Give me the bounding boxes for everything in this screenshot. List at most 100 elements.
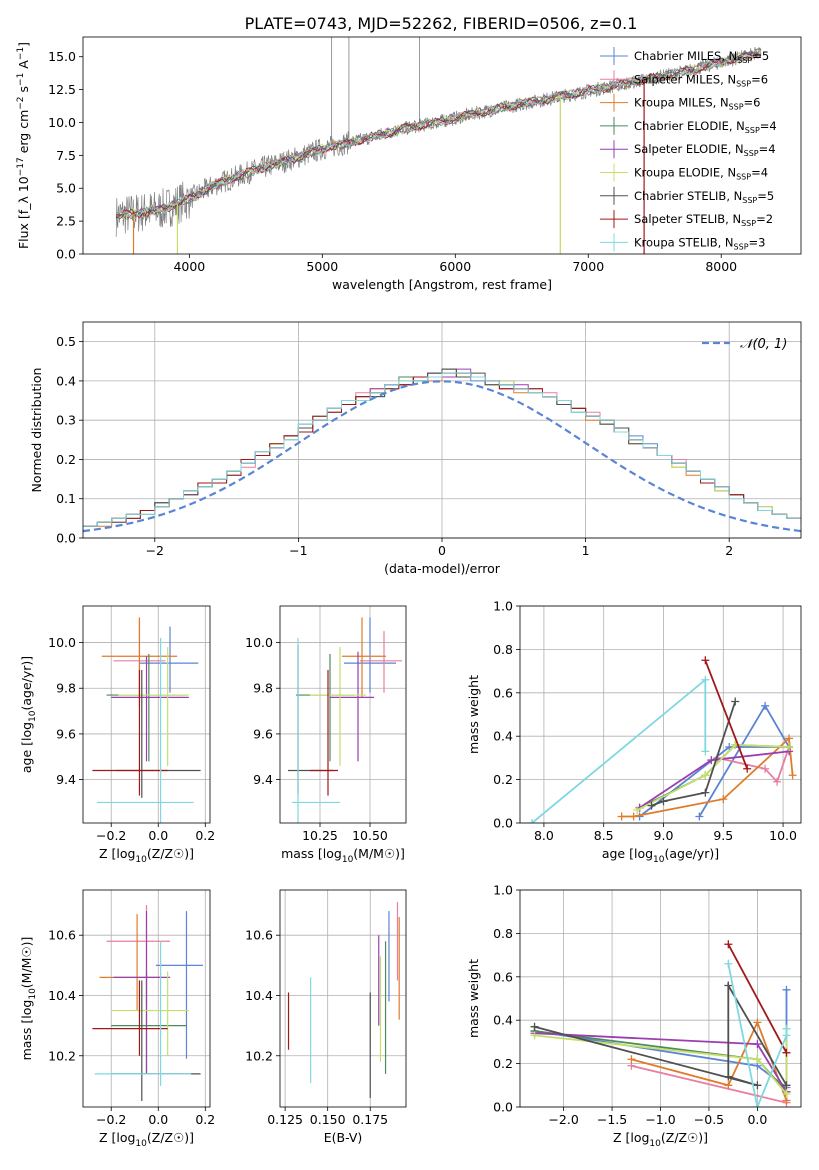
y-tick-label: 0.0 xyxy=(56,531,76,546)
y-tick-label: 0.2 xyxy=(493,1056,513,1071)
x-tick-label: −2 xyxy=(146,543,164,558)
x-tick-label: 7000 xyxy=(572,259,604,274)
error-bar-point xyxy=(360,631,402,693)
mass-weight-line xyxy=(717,746,790,784)
x-tick-label: −0.2 xyxy=(96,1112,126,1127)
y-tick-label: 1.0 xyxy=(493,883,513,898)
y-tick-label: 7.5 xyxy=(56,148,76,163)
age-vs-mass-panel: 10.25 10.50 9.4 9.6 9.8 10.0 mass [log10​(M/M☉… xyxy=(245,605,407,865)
y-tick-label: 0.4 xyxy=(493,1013,513,1028)
mass-weight-line xyxy=(639,704,791,818)
x-axis-label: E(B-V) xyxy=(324,1130,363,1145)
mass-weight-marker xyxy=(724,981,733,990)
mass-weight-marker xyxy=(701,788,710,797)
y-tick-label: 9.8 xyxy=(56,681,76,696)
residuals-panel: −2 −1 0 1 2 0.0 0.1 0.2 0.3 0.4 0.5 (data-model)/er… xyxy=(29,321,802,576)
x-tick-label: 0 xyxy=(438,543,446,558)
x-tick-label: −1 xyxy=(289,543,307,558)
mass-vs-ebv-panel: 0.125 0.150 0.175 10.2 10.4 10.6 E(B-V) xyxy=(245,889,407,1145)
x-axis-label: Z [log10​(Z/Z☉)] xyxy=(613,1130,708,1149)
mass-weight-marker xyxy=(724,1081,733,1090)
mass-weight-marker xyxy=(724,959,733,968)
y-tick-label: 0.6 xyxy=(493,969,513,984)
y-tick-label: 9.6 xyxy=(56,726,76,741)
mass-weight-marker xyxy=(753,1081,762,1090)
age-vs-metallicity-panel: −0.2 0.0 0.2 9.4 9.6 9.8 10.0 Z [log10​(Z/Z☉)] a… xyxy=(19,605,215,865)
mass-weight-marker xyxy=(753,1103,762,1107)
y-tick-label: 0.1 xyxy=(56,491,76,506)
x-tick-label: 0.175 xyxy=(352,1112,388,1127)
y-tick-label: 10.0 xyxy=(245,635,273,650)
y-tick-label: 9.6 xyxy=(253,726,273,741)
x-axis-label: wavelength [Angstrom, rest frame] xyxy=(332,277,552,292)
mass-weight-marker xyxy=(530,1031,539,1040)
y-tick-label: 10.6 xyxy=(48,928,76,943)
residuals-legend: 𝒩(0, 1) xyxy=(702,337,787,352)
mass-weight-marker xyxy=(530,1022,539,1031)
histogram-series xyxy=(83,372,801,531)
mass-weight-marker xyxy=(761,764,770,773)
axes-frame xyxy=(279,889,407,1108)
mass-vs-metallicity-panel: −0.2 0.0 0.2 10.2 10.4 10.6 Z [log10​(Z/Z☉)] ma… xyxy=(19,889,215,1149)
histogram-series xyxy=(83,372,801,531)
x-tick-label: 0.125 xyxy=(267,1112,303,1127)
x-axis-label: age [log10​(age/yr)] xyxy=(602,846,719,865)
legend-label: Kroupa STELIB, NSSP=3 xyxy=(634,235,765,251)
error-bar-point xyxy=(330,651,374,762)
x-tick-label: 6000 xyxy=(439,259,471,274)
mass-weight-marker xyxy=(719,795,728,804)
mass-weight-marker xyxy=(753,1040,762,1049)
error-bar-point xyxy=(155,911,203,1059)
y-tick-label: 0.3 xyxy=(56,413,76,428)
x-tick-label: 8.5 xyxy=(594,828,614,843)
mass-weight-vs-age-panel: 8.0 8.5 9.0 9.5 10.0 0.0 0.2 0.4 0.6 0.8 1.0 age [l… xyxy=(466,599,802,865)
y-tick-label: 1.0 xyxy=(493,599,513,614)
plot-area xyxy=(527,656,797,823)
y-axis-label: Flux [f_λ 10−17​ erg cm−2​ s−1​ A−1​] xyxy=(16,42,31,249)
y-tick-label: 0.4 xyxy=(56,373,76,388)
y-tick-label: 0.6 xyxy=(493,685,513,700)
axes-frame xyxy=(82,889,211,1108)
mass-weight-marker xyxy=(782,985,791,994)
spectrum-plot-area xyxy=(115,37,762,254)
legend-label: Chabrier STELIB, NSSP=5 xyxy=(634,189,774,205)
mass-weight-line xyxy=(651,701,737,807)
error-bar-point xyxy=(310,647,366,766)
plot-area xyxy=(92,905,203,1101)
mass-weight-marker xyxy=(659,797,668,806)
y-tick-label: 15.0 xyxy=(48,49,76,64)
legend-label: Kroupa MILES, NSSP=6 xyxy=(634,96,760,112)
y-tick-label: 0.2 xyxy=(493,772,513,787)
x-tick-label: 0.0 xyxy=(148,1112,168,1127)
x-tick-label: 2 xyxy=(725,543,733,558)
error-bar-point xyxy=(296,653,354,762)
x-tick-label: 10.50 xyxy=(352,828,388,843)
x-axis-label: mass [log10​(M/M☉)] xyxy=(281,846,405,865)
mass-weight-line xyxy=(636,743,790,811)
residuals-plot-area xyxy=(83,368,801,533)
error-bar-point xyxy=(310,669,338,796)
gaussian-reference-curve xyxy=(83,380,801,533)
y-tick-label: 9.8 xyxy=(253,681,273,696)
y-tick-label: 0.0 xyxy=(56,247,76,262)
mass-weight-marker xyxy=(782,1048,791,1057)
mass-weight-line xyxy=(727,943,788,1054)
mass-weight-marker xyxy=(627,1055,636,1064)
x-tick-label: 8000 xyxy=(705,259,737,274)
y-tick-label: 10.2 xyxy=(245,1048,273,1063)
x-tick-label: 0.2 xyxy=(195,828,215,843)
mass-weight-marker xyxy=(782,1089,791,1098)
y-tick-label: 0.5 xyxy=(56,334,76,349)
y-tick-label: 10.4 xyxy=(245,988,273,1003)
plot-area xyxy=(530,940,791,1107)
mass-weight-marker xyxy=(753,1055,762,1064)
y-axis-label: mass weight xyxy=(466,675,481,754)
mass-weight-marker xyxy=(617,812,626,821)
y-axis-label: Normed distribution xyxy=(29,368,44,493)
histogram-series xyxy=(83,372,801,531)
x-tick-label: 10.0 xyxy=(769,828,797,843)
x-tick-label: −0.5 xyxy=(694,1112,724,1127)
error-bar-point xyxy=(118,647,189,766)
x-tick-label: 0.2 xyxy=(195,1112,215,1127)
